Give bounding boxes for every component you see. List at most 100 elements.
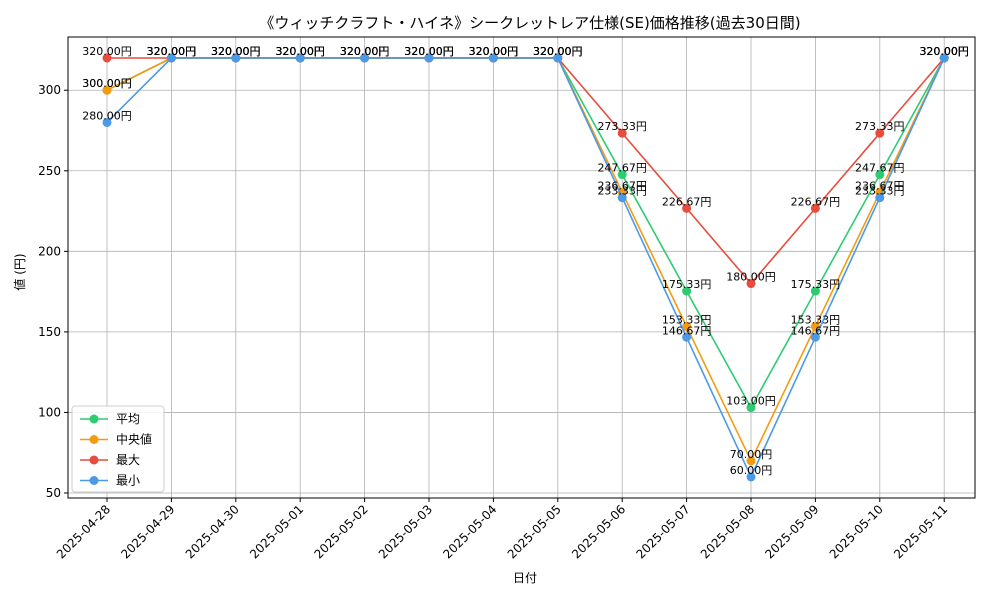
data-label: 320.00円 [533, 45, 583, 58]
data-label: 153.33円 [791, 314, 841, 327]
x-tick-label: 2025-05-03 [376, 502, 435, 561]
data-point [746, 456, 756, 466]
data-point [231, 53, 241, 63]
y-axis-title: 値 (円) [12, 253, 27, 290]
data-label: 180.00円 [726, 271, 776, 284]
data-label: 226.67円 [662, 195, 712, 208]
legend-marker [89, 435, 99, 444]
data-point [488, 53, 498, 63]
y-tick-label: 100 [38, 405, 61, 419]
series-lines [102, 53, 949, 482]
data-label: 320.00円 [211, 45, 261, 58]
data-label: 320.00円 [919, 45, 969, 58]
data-label: 320.00円 [275, 45, 325, 58]
data-point [939, 53, 949, 63]
legend-label: 最小 [116, 474, 140, 488]
y-tick-label: 250 [38, 164, 61, 178]
data-label: 233.33円 [597, 185, 647, 198]
chart-title: 《ウィッチクラフト・ハイネ》シークレットレア仕様(SE)価格推移(過去30日間) [259, 14, 800, 32]
data-point [810, 203, 820, 213]
legend-marker [89, 414, 99, 424]
data-point [617, 170, 627, 180]
legend-label: 平均 [116, 412, 140, 426]
x-tick-label: 2025-05-02 [312, 502, 371, 561]
data-label: 320.00円 [533, 45, 583, 58]
series-line-0 [106, 57, 945, 410]
data-label: 320.00円 [275, 45, 325, 58]
legend-marker [89, 476, 99, 485]
data-label: 153.33円 [662, 314, 712, 327]
data-label: 320.00円 [340, 45, 390, 58]
data-label: 320.00円 [340, 45, 390, 58]
data-label: 320.00円 [919, 45, 969, 58]
data-point [617, 193, 627, 203]
series-line-3 [106, 57, 945, 479]
plot-frame [67, 36, 976, 499]
x-tick-label: 2025-05-09 [762, 502, 821, 561]
data-point [875, 170, 885, 180]
data-label: 280.00円 [82, 109, 132, 122]
data-point [682, 322, 692, 332]
x-tick-label: 2025-04-28 [54, 502, 113, 561]
data-point [102, 85, 112, 95]
data-label: 226.67円 [791, 195, 841, 208]
legend-marker [89, 455, 99, 465]
x-tick-label: 2025-04-30 [183, 502, 242, 561]
x-tick-label: 2025-05-11 [891, 502, 950, 561]
data-label: 175.33円 [662, 278, 712, 291]
data-point [746, 472, 756, 482]
data-label: 146.67円 [791, 324, 841, 337]
data-label: 320.00円 [533, 45, 583, 58]
data-label: 320.00円 [404, 45, 454, 58]
data-label: 236.67円 [597, 179, 647, 192]
data-label: 320.00円 [340, 45, 390, 58]
data-label: 320.00円 [919, 45, 969, 58]
data-label: 320.00円 [404, 45, 454, 58]
data-point [166, 53, 176, 63]
legend-label: 中央値 [116, 432, 152, 447]
data-point [810, 322, 820, 332]
x-tick-label: 2025-05-08 [698, 502, 757, 561]
data-point [102, 53, 112, 63]
data-label: 320.00円 [147, 45, 197, 58]
data-label: 320.00円 [275, 45, 325, 58]
data-point [810, 286, 820, 296]
series-line-1 [106, 57, 945, 463]
data-label: 320.00円 [211, 45, 261, 58]
x-axis-title: 日付 [513, 571, 537, 585]
x-tick-label: 2025-05-05 [505, 502, 564, 561]
x-tick-label: 2025-05-07 [634, 502, 693, 561]
data-label: 320.00円 [469, 45, 519, 58]
x-tick-label: 2025-05-04 [440, 502, 499, 561]
data-label: 273.33円 [855, 120, 905, 133]
data-label: 320.00円 [404, 45, 454, 58]
x-tick-label: 2025-05-01 [247, 502, 306, 561]
data-point [102, 117, 112, 127]
y-tick-label: 300 [38, 83, 61, 97]
data-label: 247.67円 [597, 162, 647, 175]
data-label: 320.00円 [533, 45, 583, 58]
data-point [682, 332, 692, 342]
data-label: 320.00円 [147, 45, 197, 58]
data-label: 273.33円 [597, 120, 647, 133]
data-label: 146.67円 [662, 324, 712, 337]
data-point [875, 128, 885, 138]
data-label: 320.00円 [211, 45, 261, 58]
data-label: 60.00円 [730, 464, 773, 477]
data-point [875, 193, 885, 203]
data-label: 175.33円 [791, 278, 841, 291]
data-label: 70.00円 [730, 448, 773, 461]
data-label: 320.00円 [469, 45, 519, 58]
data-label: 320.00円 [211, 45, 261, 58]
data-label: 247.67円 [855, 162, 905, 175]
data-point [360, 53, 370, 63]
grid-lines [68, 37, 975, 498]
y-tick-label: 200 [38, 244, 61, 258]
data-label: 320.00円 [82, 45, 132, 58]
data-label: 320.00円 [919, 45, 969, 58]
x-tick-label: 2025-05-06 [569, 502, 628, 561]
data-point [810, 332, 820, 342]
